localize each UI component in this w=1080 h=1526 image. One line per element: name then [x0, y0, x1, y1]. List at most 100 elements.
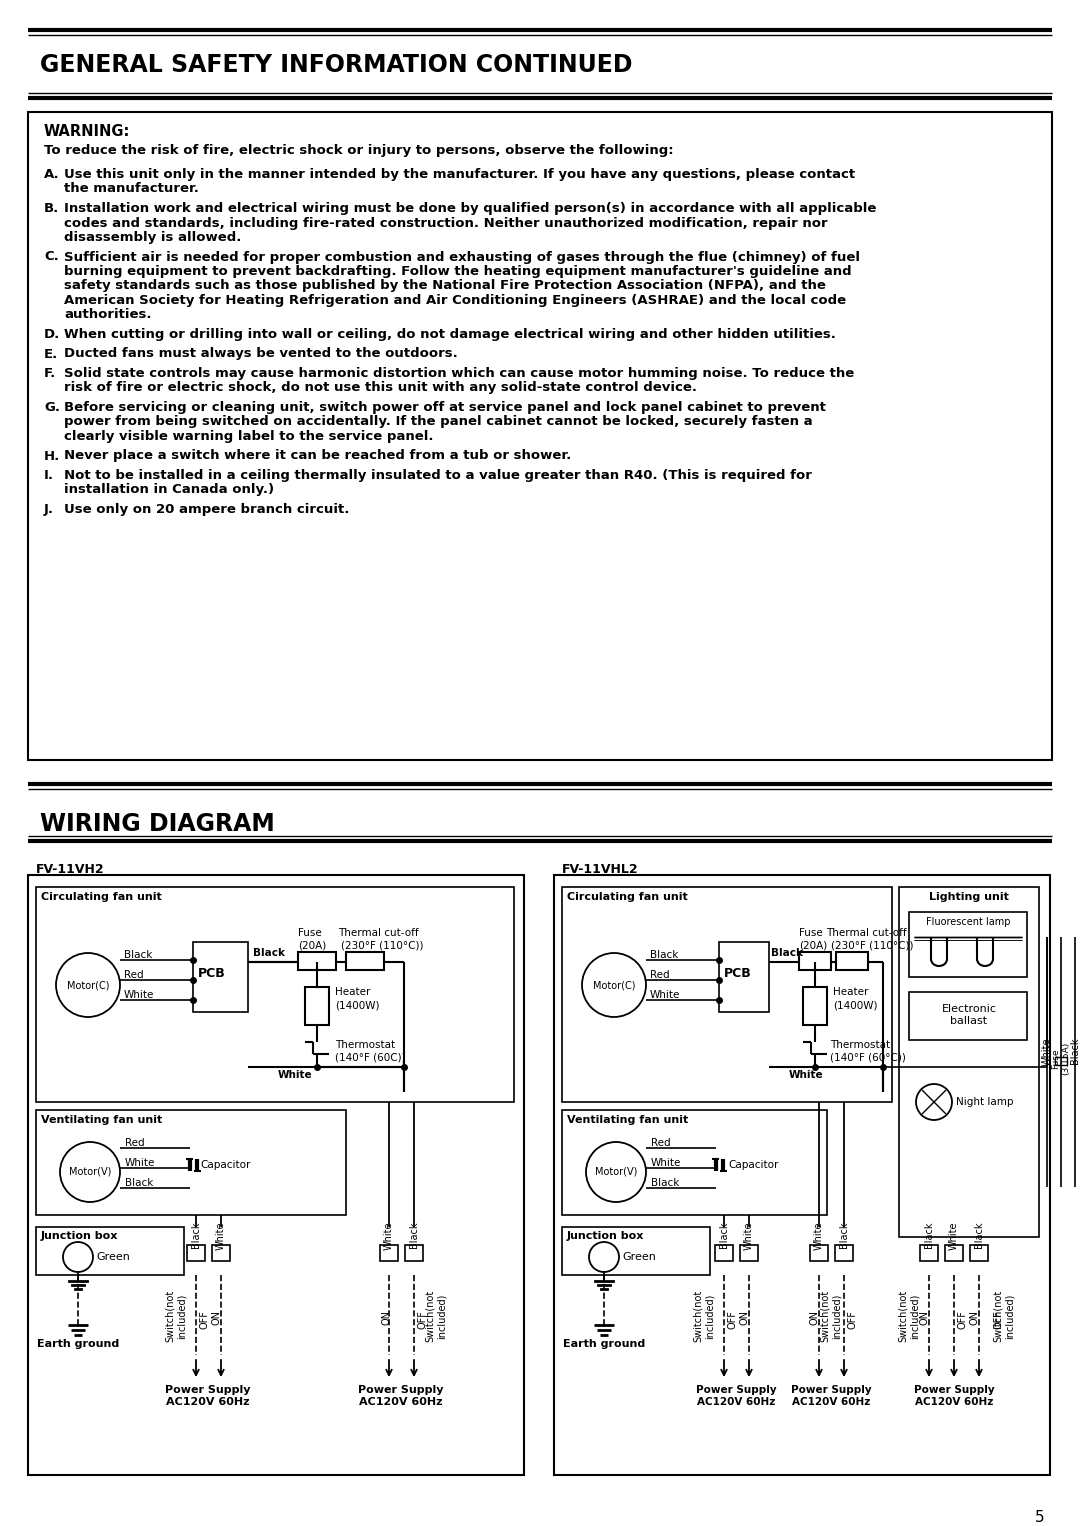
Bar — [835, 1245, 853, 1260]
Text: Junction box: Junction box — [567, 1231, 645, 1241]
Text: D.: D. — [44, 328, 60, 340]
Text: J.: J. — [44, 504, 54, 516]
Text: Black: Black — [650, 951, 678, 960]
Text: ON: ON — [739, 1309, 750, 1325]
Text: C.: C. — [44, 250, 58, 264]
Text: White: White — [949, 1222, 959, 1250]
Text: PCB: PCB — [198, 967, 226, 980]
Text: White: White — [789, 1070, 824, 1080]
Bar — [945, 1245, 963, 1260]
Bar — [380, 1245, 399, 1260]
Text: Switch(not
included): Switch(not included) — [693, 1289, 715, 1343]
Text: PCB: PCB — [724, 967, 752, 980]
Text: Power Supply
AC120V 60Hz: Power Supply AC120V 60Hz — [791, 1386, 872, 1407]
Text: Switch(not
included): Switch(not included) — [165, 1289, 187, 1343]
Text: Switch(not
included): Switch(not included) — [426, 1289, 447, 1343]
Bar — [212, 1245, 230, 1260]
Text: Capacitor: Capacitor — [200, 1160, 251, 1170]
Bar — [740, 1245, 758, 1260]
Text: White: White — [216, 1222, 226, 1250]
Bar — [28, 111, 1052, 760]
Text: disassembly is allowed.: disassembly is allowed. — [64, 230, 241, 244]
Text: American Society for Heating Refrigeration and Air Conditioning Engineers (ASHRA: American Society for Heating Refrigerati… — [64, 295, 846, 307]
Text: GENERAL SAFETY INFORMATION CONTINUED: GENERAL SAFETY INFORMATION CONTINUED — [40, 53, 633, 76]
Bar — [562, 887, 892, 1102]
Bar — [799, 952, 831, 971]
Text: OFF: OFF — [199, 1309, 210, 1329]
Text: Heater: Heater — [335, 987, 370, 996]
Text: Earth ground: Earth ground — [37, 1338, 119, 1349]
Text: FV-11VHL2: FV-11VHL2 — [562, 864, 638, 876]
Text: (140°F (60C)): (140°F (60C)) — [335, 1051, 406, 1062]
Text: Red: Red — [650, 971, 670, 980]
Text: risk of fire or electric shock, do not use this unit with any solid-state contro: risk of fire or electric shock, do not u… — [64, 382, 697, 395]
Bar — [187, 1245, 205, 1260]
Text: Lighting unit: Lighting unit — [929, 893, 1009, 902]
Text: power from being switched on accidentally. If the panel cabinet cannot be locked: power from being switched on accidentall… — [64, 415, 812, 429]
Text: Black: Black — [974, 1222, 984, 1248]
Text: Motor(C): Motor(C) — [67, 980, 109, 990]
Text: OFF: OFF — [417, 1309, 427, 1329]
Text: (1400W): (1400W) — [833, 1000, 877, 1010]
Text: Junction box: Junction box — [41, 1231, 119, 1241]
Text: Black: Black — [719, 1222, 729, 1248]
Bar — [346, 952, 384, 971]
Text: Switch(not
included): Switch(not included) — [899, 1289, 920, 1343]
Text: (140°F (60°C)): (140°F (60°C)) — [831, 1051, 906, 1062]
Text: Red: Red — [124, 971, 144, 980]
Text: Black: Black — [409, 1222, 419, 1248]
Text: Power Supply
AC120V 60Hz: Power Supply AC120V 60Hz — [359, 1386, 444, 1407]
Text: Fuse: Fuse — [799, 928, 823, 938]
Text: Thermostat: Thermostat — [831, 1041, 890, 1050]
Bar — [719, 942, 769, 1012]
Text: Motor(C): Motor(C) — [593, 980, 635, 990]
Text: (1400W): (1400W) — [335, 1000, 379, 1010]
Text: G.: G. — [44, 401, 60, 414]
Text: codes and standards, including fire-rated construction. Neither unauthorized mod: codes and standards, including fire-rate… — [64, 217, 827, 229]
Text: installation in Canada only.): installation in Canada only.) — [64, 484, 274, 496]
Bar — [804, 987, 827, 1025]
Text: When cutting or drilling into wall or ceiling, do not damage electrical wiring a: When cutting or drilling into wall or ce… — [64, 328, 836, 340]
Text: Before servicing or cleaning unit, switch power off at service panel and lock pa: Before servicing or cleaning unit, switc… — [64, 401, 826, 414]
Text: (230°F (110°C)): (230°F (110°C)) — [341, 940, 423, 951]
Bar — [554, 874, 1050, 1476]
Bar — [899, 887, 1039, 1238]
Text: Black: Black — [839, 1222, 849, 1248]
Text: Fuse
(3.15A): Fuse (3.15A) — [1051, 1042, 1070, 1076]
Text: Black: Black — [771, 948, 804, 958]
Text: Circulating fan unit: Circulating fan unit — [41, 893, 162, 902]
Text: White: White — [125, 1158, 156, 1167]
Text: Thermal cut-off: Thermal cut-off — [826, 928, 906, 938]
Bar — [836, 952, 868, 971]
Text: White: White — [650, 990, 680, 1000]
Text: White: White — [744, 1222, 754, 1250]
Text: Black: Black — [125, 1178, 153, 1189]
Bar — [36, 1109, 346, 1215]
Text: Power Supply
AC120V 60Hz: Power Supply AC120V 60Hz — [165, 1386, 251, 1407]
Text: (230°F (110°C)): (230°F (110°C)) — [831, 940, 914, 951]
Bar — [909, 913, 1027, 977]
Text: H.: H. — [44, 450, 60, 462]
Text: White: White — [278, 1070, 312, 1080]
Text: 5: 5 — [1036, 1511, 1044, 1524]
Text: Thermostat: Thermostat — [335, 1041, 395, 1050]
Text: Black: Black — [191, 1222, 201, 1248]
Text: Capacitor: Capacitor — [728, 1160, 779, 1170]
Text: Use this unit only in the manner intended by the manufacturer. If you have any q: Use this unit only in the manner intende… — [64, 168, 855, 182]
Text: Motor(V): Motor(V) — [595, 1167, 637, 1177]
Text: Power Supply
AC120V 60Hz: Power Supply AC120V 60Hz — [696, 1386, 777, 1407]
Text: E.: E. — [44, 348, 58, 360]
Text: B.: B. — [44, 201, 59, 215]
Text: Earth ground: Earth ground — [563, 1338, 645, 1349]
Bar — [562, 1109, 827, 1215]
Text: safety standards such as those published by the National Fire Protection Associa: safety standards such as those published… — [64, 279, 826, 293]
Bar — [36, 887, 514, 1102]
Text: Black: Black — [1070, 1038, 1080, 1064]
Bar — [298, 952, 336, 971]
Text: Fuse: Fuse — [298, 928, 322, 938]
Text: Green: Green — [622, 1251, 656, 1262]
Text: Black: Black — [924, 1222, 934, 1248]
Text: Solid state controls may cause harmonic distortion which can cause motor humming: Solid state controls may cause harmonic … — [64, 366, 854, 380]
Bar — [305, 987, 329, 1025]
Text: ON: ON — [809, 1309, 819, 1325]
